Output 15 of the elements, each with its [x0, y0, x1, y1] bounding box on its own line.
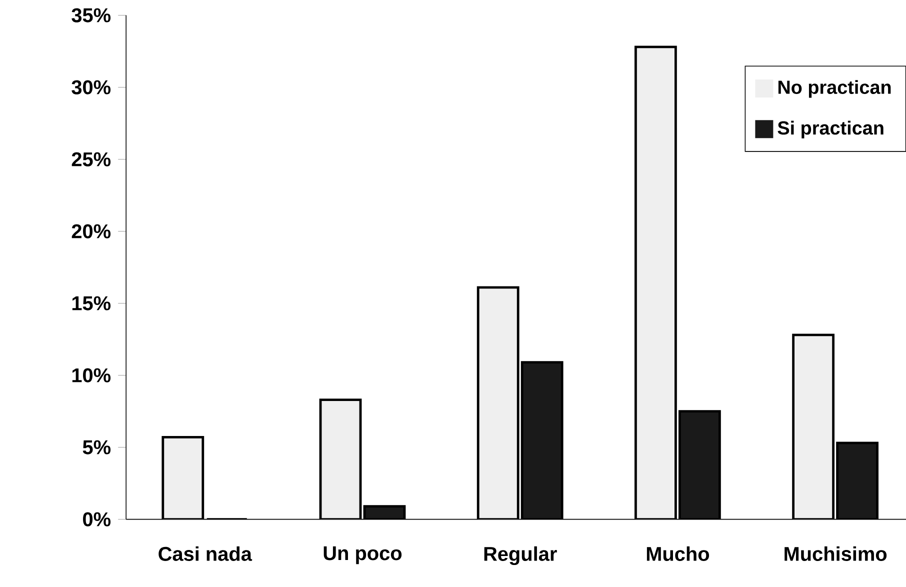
x-tick-label: Mucho — [646, 546, 710, 561]
y-tick-label: 0% — [83, 512, 111, 526]
y-tick-label: 10% — [72, 368, 111, 382]
y-tick-label: 35% — [72, 8, 111, 22]
y-tick-label: 25% — [72, 152, 111, 166]
legend-label: No practican — [778, 80, 891, 98]
x-tick-label: Muchisimo — [784, 546, 887, 561]
y-tick-label: 15% — [72, 296, 111, 310]
legend-label: Si practican — [778, 120, 884, 138]
x-tick-label: Casi nada — [158, 546, 252, 561]
y-tick-label: 30% — [72, 80, 111, 94]
y-tick-label: 20% — [72, 224, 111, 238]
x-tick-label: Regular — [484, 546, 557, 565]
y-tick-label: 5% — [82, 440, 111, 454]
x-tick-label: Un poco — [324, 546, 402, 564]
